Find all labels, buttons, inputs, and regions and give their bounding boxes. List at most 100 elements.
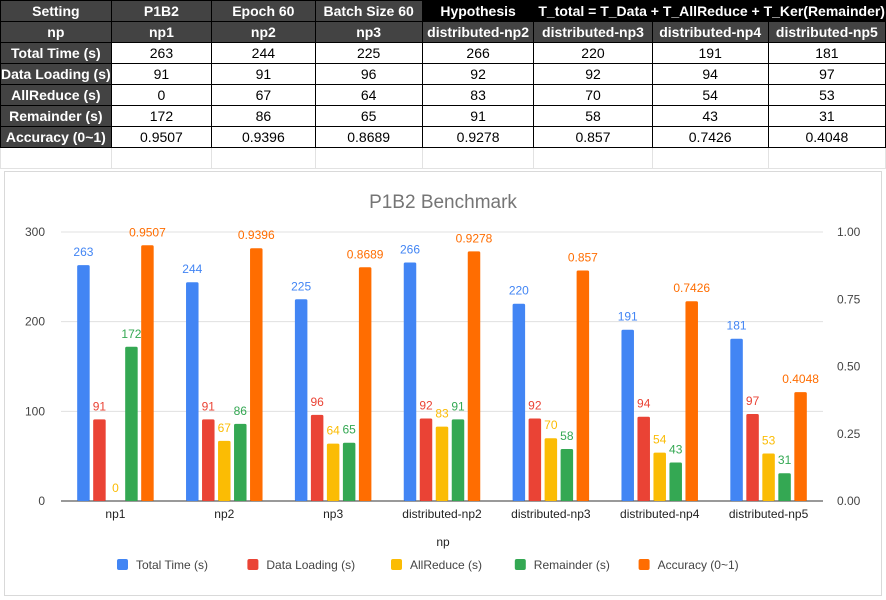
bar[interactable] (730, 338, 743, 501)
bar[interactable] (93, 419, 106, 501)
table-cell[interactable]: 181 (767, 42, 886, 64)
bar[interactable] (685, 301, 698, 501)
bar[interactable] (653, 452, 666, 501)
header-cell-batch-size[interactable]: Batch Size 60 (314, 0, 423, 22)
empty-cell[interactable] (767, 147, 886, 169)
table-cell[interactable]: 263 (110, 42, 213, 64)
table-cell[interactable]: 191 (651, 42, 769, 64)
bar[interactable] (576, 270, 590, 501)
bar[interactable] (467, 251, 481, 501)
bar[interactable] (451, 419, 465, 501)
row-label[interactable]: AllReduce (s) (0, 84, 112, 106)
bar[interactable] (762, 453, 775, 501)
header-cell-setting[interactable]: Setting (0, 0, 112, 22)
table-cell[interactable]: 91 (421, 105, 535, 127)
bar[interactable] (419, 418, 433, 501)
sub-header-cell[interactable]: distributed-np5 (767, 21, 886, 43)
bar[interactable] (621, 329, 634, 501)
bar[interactable] (250, 248, 263, 501)
table-cell[interactable]: 67 (211, 84, 316, 106)
table-cell[interactable]: 92 (533, 63, 653, 85)
table-cell[interactable]: 266 (421, 42, 535, 64)
table-cell[interactable]: 94 (651, 63, 769, 85)
sub-header-cell[interactable]: np1 (110, 21, 213, 43)
table-cell[interactable]: 172 (110, 105, 213, 127)
sub-header-cell[interactable]: distributed-np2 (421, 21, 535, 43)
table-cell[interactable]: 0.8689 (314, 126, 423, 148)
bar[interactable] (778, 473, 791, 501)
sub-header-cell[interactable]: np2 (211, 21, 316, 43)
row-label[interactable]: Total Time (s) (0, 42, 112, 64)
bar[interactable] (358, 267, 372, 501)
bar[interactable] (125, 346, 138, 501)
sub-header-cell[interactable]: distributed-np3 (533, 21, 653, 43)
table-cell[interactable]: 244 (211, 42, 316, 64)
header-cell-formula[interactable]: T_total = T_Data + T_AllReduce + T_Ker(R… (533, 0, 886, 22)
legend-label[interactable]: Accuracy (0~1) (658, 558, 739, 572)
legend-label[interactable]: AllReduce (s) (410, 558, 482, 572)
table-cell[interactable]: 97 (767, 63, 886, 85)
table-cell[interactable]: 0.7426 (651, 126, 769, 148)
table-cell[interactable]: 225 (314, 42, 423, 64)
legend-label[interactable]: Total Time (s) (136, 558, 208, 572)
row-label[interactable]: Accuracy (0~1) (0, 126, 112, 148)
table-cell[interactable]: 0.9396 (211, 126, 316, 148)
table-cell[interactable]: 64 (314, 84, 423, 106)
legend-label[interactable]: Data Loading (s) (266, 558, 355, 572)
table-cell[interactable]: 54 (651, 84, 769, 106)
empty-cell[interactable] (533, 147, 653, 169)
bar[interactable] (234, 423, 247, 501)
row-label[interactable]: Data Loading (s) (0, 63, 112, 85)
bar[interactable] (186, 282, 199, 501)
header-cell-model[interactable]: P1B2 (110, 0, 213, 22)
chart-panel[interactable]: P1B2 Benchmark np 263 91 0 172 0.9507 244 91 67… (4, 171, 882, 596)
table-cell[interactable]: 0.9278 (421, 126, 535, 148)
sub-header-cell[interactable]: np3 (314, 21, 423, 43)
table-cell[interactable]: 220 (533, 42, 653, 64)
table-cell[interactable]: 0 (110, 84, 213, 106)
bar[interactable] (294, 299, 308, 501)
bar[interactable] (310, 414, 324, 501)
bar[interactable] (141, 245, 154, 501)
table-cell[interactable]: 31 (767, 105, 886, 127)
empty-cell[interactable] (651, 147, 769, 169)
empty-cell[interactable] (110, 147, 213, 169)
row-label[interactable]: Remainder (s) (0, 105, 112, 127)
legend-label[interactable]: Remainder (s) (534, 558, 610, 572)
bar[interactable] (794, 392, 807, 501)
bar[interactable] (746, 414, 759, 501)
table-cell[interactable]: 0.857 (533, 126, 653, 148)
header-cell-hypothesis[interactable]: Hypothesis (421, 0, 535, 22)
bar[interactable] (326, 443, 340, 501)
empty-cell[interactable] (314, 147, 423, 169)
sub-header-cell[interactable]: distributed-np4 (651, 21, 769, 43)
table-cell[interactable]: 91 (211, 63, 316, 85)
table-cell[interactable]: 58 (533, 105, 653, 127)
table-cell[interactable]: 91 (110, 63, 213, 85)
bar[interactable] (218, 440, 231, 501)
table-cell[interactable]: 65 (314, 105, 423, 127)
bar[interactable] (512, 303, 526, 501)
bar[interactable] (669, 462, 682, 501)
table-cell[interactable]: 86 (211, 105, 316, 127)
bar[interactable] (77, 265, 90, 501)
table-cell[interactable]: 53 (767, 84, 886, 106)
table-cell[interactable]: 83 (421, 84, 535, 106)
empty-cell[interactable] (0, 147, 112, 169)
table-cell[interactable]: 43 (651, 105, 769, 127)
bar[interactable] (403, 262, 417, 501)
bar[interactable] (637, 416, 650, 501)
table-cell[interactable]: 0.9507 (110, 126, 213, 148)
bar[interactable] (544, 438, 558, 501)
bar[interactable] (435, 426, 449, 501)
empty-cell[interactable] (421, 147, 535, 169)
table-cell[interactable]: 0.4048 (767, 126, 886, 148)
header-cell-epoch[interactable]: Epoch 60 (211, 0, 316, 22)
sub-header-cell[interactable]: np (0, 21, 112, 43)
bar[interactable] (560, 448, 574, 501)
bar[interactable] (202, 419, 215, 501)
bar[interactable] (528, 418, 542, 501)
table-cell[interactable]: 70 (533, 84, 653, 106)
bar[interactable] (342, 442, 356, 501)
table-cell[interactable]: 96 (314, 63, 423, 85)
